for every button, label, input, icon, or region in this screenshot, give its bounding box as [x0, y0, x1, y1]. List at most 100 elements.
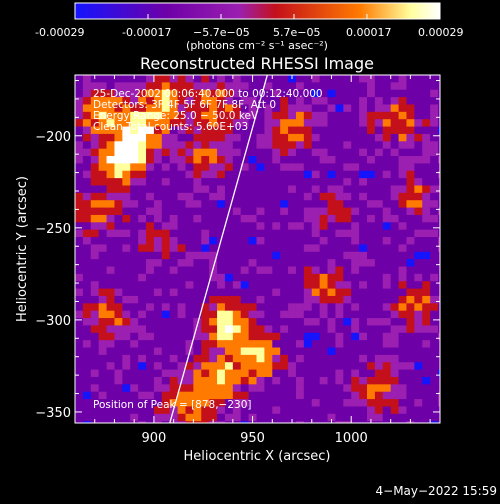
heatmap-cell — [240, 281, 250, 290]
heatmap-cell — [193, 207, 202, 216]
heatmap-cell — [138, 318, 147, 327]
heatmap-cell — [319, 141, 329, 150]
heatmap-cell — [295, 354, 305, 363]
heatmap-cell — [185, 119, 194, 128]
heatmap-cell — [288, 200, 297, 209]
heatmap-cell — [217, 214, 226, 223]
heatmap-cell — [82, 399, 92, 408]
heatmap-cell — [374, 325, 384, 334]
heatmap-cell — [303, 192, 313, 201]
heatmap-cell — [430, 237, 439, 245]
heatmap-cell — [138, 354, 147, 363]
heatmap-cell — [75, 244, 84, 253]
heatmap-cell — [319, 244, 329, 253]
heatmap-cell — [303, 156, 313, 164]
heatmap-cell — [351, 178, 360, 187]
heatmap-cell — [414, 273, 423, 282]
heatmap-cell — [224, 222, 234, 231]
heatmap-cell — [374, 207, 384, 216]
heatmap-cell — [422, 178, 431, 187]
heatmap-cell — [161, 325, 171, 334]
heatmap-cell — [327, 200, 337, 209]
heatmap-cell — [248, 310, 258, 319]
heatmap-cell — [327, 229, 337, 238]
heatmap-cell — [374, 399, 384, 408]
heatmap-cell — [272, 185, 281, 194]
heatmap-cell — [201, 251, 210, 260]
heatmap-cell — [130, 141, 139, 150]
heatmap-cell — [98, 185, 108, 194]
heatmap-cell — [430, 251, 439, 260]
heatmap-cell — [367, 332, 376, 341]
heatmap-cell — [169, 200, 179, 209]
heatmap-cell — [272, 347, 281, 356]
heatmap-cell — [106, 200, 116, 209]
heatmap-cell — [422, 251, 431, 260]
heatmap-cell — [75, 82, 84, 91]
heatmap-cell — [374, 163, 384, 172]
heatmap-cell — [90, 119, 100, 128]
heatmap-cell — [201, 178, 210, 187]
heatmap-cell — [406, 185, 415, 194]
heatmap-cell — [414, 288, 423, 297]
heatmap-cell — [169, 237, 179, 245]
heatmap-cell — [82, 89, 92, 98]
heatmap-cell — [217, 156, 226, 164]
heatmap-cell — [106, 259, 116, 268]
heatmap-cell — [217, 354, 226, 363]
heatmap-cell — [351, 170, 360, 179]
heatmap-cell — [185, 229, 194, 238]
heatmap-cell — [272, 214, 281, 223]
heatmap-cell — [272, 391, 281, 400]
heatmap-cell — [414, 192, 423, 201]
heatmap-cell — [146, 288, 155, 297]
heatmap-cell — [240, 399, 250, 408]
heatmap-cell — [256, 354, 265, 363]
heatmap-cell — [311, 347, 321, 356]
heatmap-cell — [161, 266, 171, 275]
heatmap-cell — [98, 369, 108, 378]
heatmap-cell — [382, 170, 392, 179]
heatmap-cell — [335, 133, 344, 142]
heatmap-cell — [122, 332, 131, 341]
heatmap-cell — [359, 340, 368, 349]
heatmap-cell — [295, 340, 305, 349]
heatmap-cell — [106, 119, 116, 128]
heatmap-cell — [193, 75, 202, 83]
heatmap-cell — [146, 391, 155, 400]
heatmap-cell — [351, 391, 360, 400]
heatmap-cell — [98, 399, 108, 408]
heatmap-cell — [288, 229, 297, 238]
heatmap-cell — [82, 266, 92, 275]
heatmap-cell — [406, 207, 415, 216]
heatmap-cell — [303, 347, 313, 356]
heatmap-cell — [422, 266, 431, 275]
heatmap-cell — [256, 244, 265, 253]
heatmap-cell — [98, 266, 108, 275]
heatmap-cell — [177, 133, 187, 142]
heatmap-cell — [201, 163, 210, 172]
heatmap-cell — [153, 362, 163, 371]
heatmap-cell — [438, 266, 440, 275]
heatmap-cell — [280, 119, 289, 128]
heatmap-cell — [146, 97, 155, 106]
heatmap-cell — [224, 362, 234, 371]
heatmap-cell — [209, 89, 218, 98]
heatmap-cell — [98, 332, 108, 341]
heatmap-cell — [240, 421, 250, 423]
heatmap-cell — [311, 207, 321, 216]
heatmap-cell — [224, 303, 234, 312]
heatmap-cell — [414, 362, 423, 371]
heatmap-cell — [406, 163, 415, 172]
heatmap-cell — [367, 325, 376, 334]
heatmap-cell — [264, 222, 273, 231]
heatmap-cell — [367, 119, 376, 128]
heatmap-cell — [161, 178, 171, 187]
heatmap-cell — [319, 332, 329, 341]
heatmap-cell — [146, 347, 155, 356]
heatmap-cell — [374, 295, 384, 304]
heatmap-cell — [224, 200, 234, 209]
heatmap-cell — [75, 332, 84, 341]
heatmap-cell — [224, 75, 234, 83]
heatmap-cell — [217, 89, 226, 98]
